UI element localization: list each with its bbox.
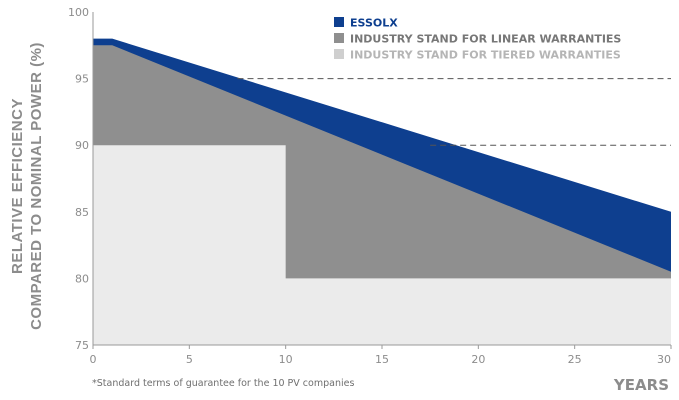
x-tick-20: 20 — [471, 353, 485, 366]
y-tick-labels: 75 80 85 90 95 100 — [68, 6, 89, 352]
y-tick-95: 95 — [75, 73, 89, 86]
y-axis-title-line1: RELATIVE EFFICIENCY — [9, 98, 26, 274]
legend-swatch-3 — [334, 49, 344, 59]
x-tick-10: 10 — [279, 353, 293, 366]
x-tick-labels: 0 5 10 15 20 25 30 — [90, 345, 672, 366]
y-tick-100: 100 — [68, 6, 89, 19]
y-tick-85: 85 — [75, 206, 89, 219]
y-tick-75: 75 — [75, 339, 89, 352]
legend-label-3: INDUSTRY STAND FOR TIERED WARRANTIES — [350, 49, 621, 62]
x-tick-15: 15 — [375, 353, 389, 366]
y-axis-title-line2: COMPARED TO NOMINAL POWER (%) — [28, 42, 45, 330]
area-industry-stand-for-tiered-warranties — [93, 145, 671, 345]
y-tick-80: 80 — [75, 272, 89, 285]
plot-areas — [93, 38, 671, 346]
legend-swatch-2 — [334, 33, 344, 43]
y-axis-title: RELATIVE EFFICIENCY COMPARED TO NOMINAL … — [9, 42, 45, 330]
x-axis-title: YEARS — [613, 376, 669, 394]
reference-lines — [237, 78, 671, 146]
footnote: *Standard terms of guarantee for the 10 … — [92, 378, 354, 389]
x-tick-25: 25 — [568, 353, 582, 366]
legend-label-2: INDUSTRY STAND FOR LINEAR WARRANTIES — [350, 33, 621, 46]
y-tick-90: 90 — [75, 139, 89, 152]
legend-label-1: ESSOLX — [350, 17, 398, 30]
legend: ESSOLX INDUSTRY STAND FOR LINEAR WARRANTI… — [334, 17, 621, 62]
x-tick-5: 5 — [186, 353, 193, 366]
x-tick-0: 0 — [90, 353, 97, 366]
legend-swatch-1 — [334, 17, 344, 27]
x-tick-30: 30 — [657, 353, 671, 366]
